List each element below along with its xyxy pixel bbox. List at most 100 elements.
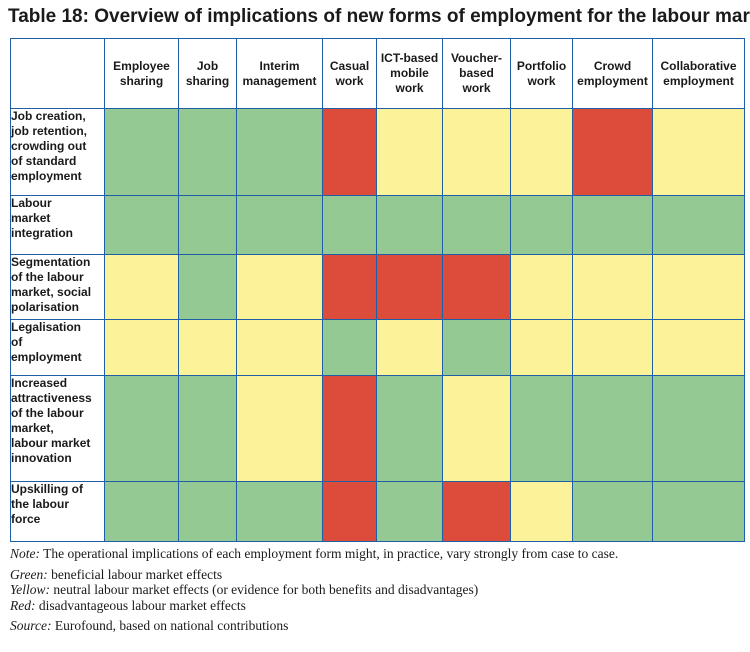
rating-cell-green: [442, 195, 511, 255]
rating-cell-green: [376, 481, 443, 542]
legend-red: Red: disadvantageous labour market effec…: [10, 598, 740, 614]
rating-cell-green: [652, 481, 745, 542]
row-header: Labour market integration: [10, 195, 105, 255]
rating-cell-green: [236, 195, 323, 255]
rating-cell-yellow: [572, 254, 653, 320]
row-header: Job creation, job retention, crowding out o…: [10, 108, 105, 196]
column-header-interim-management: Interim management: [236, 38, 323, 109]
rating-cell-yellow: [178, 319, 237, 376]
column-header-ict-based-mobile-work: ICT-based mobile work: [376, 38, 443, 109]
row-header-line: market, social: [11, 285, 92, 299]
legend-green-text: beneficial labour market effects: [47, 566, 223, 582]
column-header-line: Portfolio: [516, 58, 567, 73]
column-header-line: employment: [663, 73, 734, 88]
rating-cell-green: [442, 319, 511, 376]
column-header-line: work: [527, 73, 556, 88]
table-row: Increased attractiveness of the labour mark…: [10, 375, 745, 482]
rating-cell-green: [178, 108, 237, 196]
row-header-line: of the labour: [11, 270, 84, 284]
rating-cell-yellow: [236, 254, 323, 320]
row-header-line: polarisation: [11, 300, 80, 314]
rating-cell-yellow: [104, 319, 179, 376]
rating-cell-yellow: [236, 319, 323, 376]
row-header-line: integration: [11, 226, 73, 240]
table-title: Table 18: Overview of implications of ne…: [8, 6, 750, 27]
rating-cell-yellow: [510, 254, 573, 320]
implications-table: Employee sharing Job sharing Interim manage…: [10, 38, 745, 542]
rating-cell-yellow: [510, 319, 573, 376]
note-label: Note:: [10, 546, 40, 561]
rating-cell-green: [652, 195, 745, 255]
row-header-line: labour market: [11, 436, 91, 450]
rating-cell-yellow: [376, 319, 443, 376]
rating-cell-yellow: [510, 481, 573, 542]
row-header: Legalisation of employment: [10, 319, 105, 376]
column-header-line: Collaborative: [660, 58, 737, 73]
rating-cell-green: [104, 481, 179, 542]
row-header-line: Segmentation: [11, 255, 91, 269]
rating-cell-yellow: [510, 108, 573, 196]
column-header-line: employment: [577, 73, 648, 88]
column-header-line: sharing: [185, 73, 230, 88]
table-row: Segmentation of the labour market, social p…: [10, 254, 745, 320]
rating-cell-yellow: [652, 254, 745, 320]
rating-cell-green: [178, 481, 237, 542]
column-header-line: Employee: [113, 58, 170, 73]
rating-cell-yellow: [652, 319, 745, 376]
source-label: Source:: [10, 618, 52, 633]
source-line: Source: Eurofound, based on national con…: [10, 618, 740, 634]
column-header-line: sharing: [119, 73, 164, 88]
header-row: Employee sharing Job sharing Interim manage…: [10, 38, 745, 109]
rating-cell-yellow: [442, 375, 511, 482]
row-header-line: Upskilling of: [11, 482, 83, 496]
legend-yellow-text: neutral labour market effects (or eviden…: [50, 582, 479, 597]
rating-cell-green: [572, 195, 653, 255]
column-header-line: Interim: [259, 58, 300, 73]
column-header-crowd-employment: Crowd employment: [572, 38, 653, 109]
column-header-line: Voucher-: [450, 51, 503, 65]
rating-cell-green: [104, 108, 179, 196]
row-header-line: Legalisation: [11, 320, 82, 334]
rating-cell-red: [442, 481, 511, 542]
row-header: Upskilling of the labour force: [10, 481, 105, 542]
column-header-job-sharing: Job sharing: [178, 38, 237, 109]
rating-cell-green: [510, 195, 573, 255]
legend-green: Green: beneficial labour market effects: [10, 567, 740, 583]
row-header-line: crowding out: [11, 139, 87, 153]
column-header-voucher-based-work: Voucher-based work: [442, 38, 511, 109]
row-header: Segmentation of the labour market, social p…: [10, 254, 105, 320]
rating-cell-green: [376, 195, 443, 255]
rating-cell-yellow: [572, 319, 653, 376]
row-header-line: Labour: [11, 196, 52, 210]
rating-cell-green: [322, 195, 377, 255]
rating-cell-green: [104, 195, 179, 255]
rating-cell-green: [236, 481, 323, 542]
rating-cell-green: [572, 375, 653, 482]
rating-cell-red: [572, 108, 653, 196]
table-row: Upskilling of the labour force: [10, 481, 745, 542]
column-header-line: Job: [196, 58, 219, 73]
rating-cell-green: [322, 319, 377, 376]
row-header-line: attractiveness: [11, 391, 92, 405]
column-header-line: mobile: [390, 66, 429, 80]
rating-cell-green: [510, 375, 573, 482]
column-header-line: based: [459, 66, 494, 80]
rating-cell-red: [322, 375, 377, 482]
rating-cell-green: [376, 375, 443, 482]
row-header-line: the labour: [11, 497, 70, 511]
table-notes: Note: The operational implications of ea…: [10, 546, 740, 634]
column-header-line: work: [335, 73, 364, 88]
column-header-line: Casual: [329, 58, 370, 73]
legend-yellow: Yellow: neutral labour market effects (o…: [10, 582, 740, 598]
rating-cell-red: [322, 108, 377, 196]
column-header-line: Crowd: [593, 58, 632, 73]
table-row: Job creation, job retention, crowding out o…: [10, 108, 745, 196]
column-header-line: work: [462, 81, 491, 95]
row-header-line: of: [11, 335, 23, 349]
column-header-casual-work: Casual work: [322, 38, 377, 109]
column-header-employee-sharing: Employee sharing: [104, 38, 179, 109]
row-header: Increased attractiveness of the labour mark…: [10, 375, 105, 482]
row-header-line: Increased: [11, 376, 68, 390]
table-row: Legalisation of employment: [10, 319, 745, 376]
row-header-line: employment: [11, 350, 82, 364]
